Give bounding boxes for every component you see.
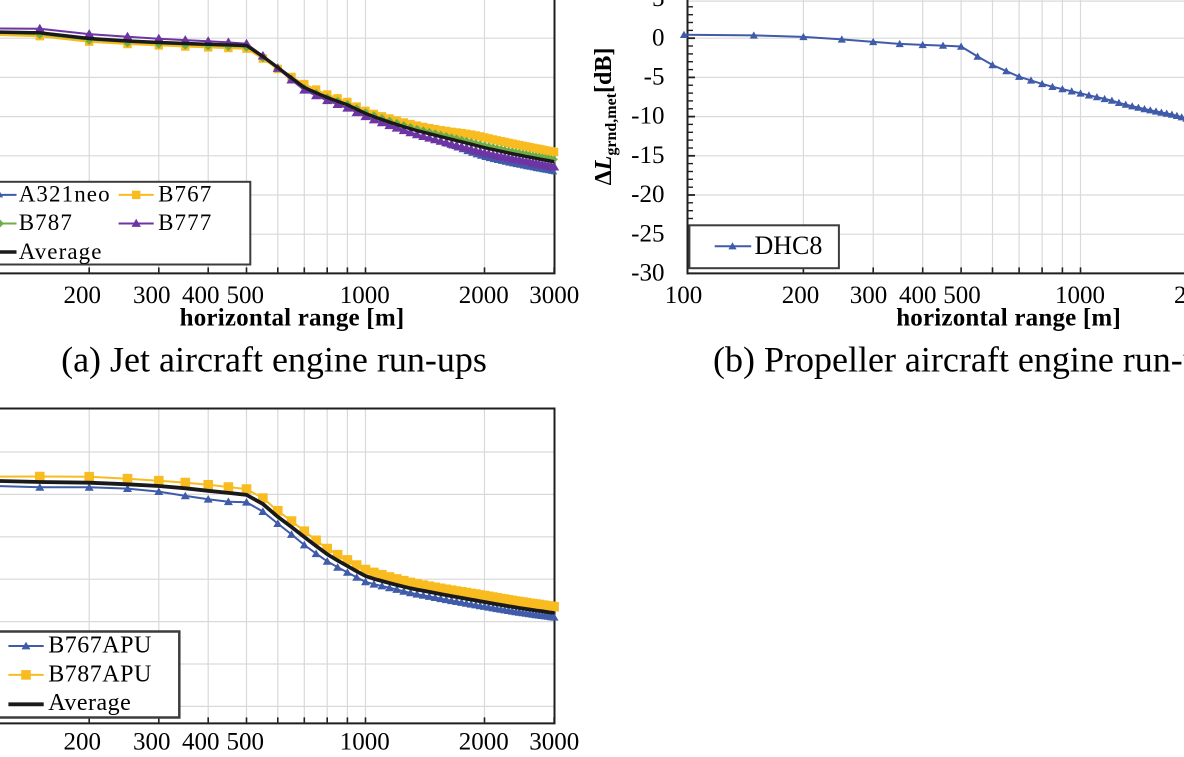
svg-text:A321neo: A321neo (19, 182, 111, 207)
svg-text:-15: -15 (631, 142, 664, 169)
svg-text:500: 500 (226, 729, 264, 756)
svg-text:-20: -20 (631, 181, 664, 208)
svg-text:B777: B777 (158, 210, 212, 235)
svg-text:ΔLgrnd,met[dB]: ΔLgrnd,met[dB] (591, 48, 620, 186)
svg-text:400: 400 (182, 282, 220, 309)
svg-text:300: 300 (133, 282, 171, 309)
svg-text:1000: 1000 (340, 729, 390, 756)
svg-text:3000: 3000 (529, 729, 579, 756)
svg-text:300: 300 (850, 282, 888, 309)
svg-text:(b) Propeller aircraft engine: (b) Propeller aircraft engine run-ups (713, 339, 1184, 379)
svg-text:100: 100 (665, 282, 703, 309)
svg-text:horizontal range [m]: horizontal range [m] (180, 304, 405, 331)
svg-text:3000: 3000 (529, 282, 579, 309)
svg-text:200: 200 (782, 282, 820, 309)
svg-text:B787: B787 (19, 210, 73, 235)
svg-text:1000: 1000 (1055, 282, 1105, 309)
svg-text:500: 500 (226, 282, 264, 309)
svg-text:B787APU: B787APU (48, 661, 152, 687)
svg-text:-10: -10 (631, 103, 664, 130)
svg-text:(a) Jet aircraft engine run-up: (a) Jet aircraft engine run-ups (61, 339, 487, 379)
svg-text:-25: -25 (631, 220, 664, 247)
svg-text:B767APU: B767APU (48, 633, 152, 659)
svg-text:B767: B767 (158, 182, 212, 207)
svg-text:400: 400 (182, 729, 220, 756)
svg-text:5: 5 (652, 0, 665, 12)
svg-text:2000: 2000 (459, 282, 509, 309)
svg-text:1000: 1000 (340, 282, 390, 309)
svg-text:horizontal range [m]: horizontal range [m] (896, 304, 1121, 331)
svg-text:DHC8: DHC8 (755, 231, 823, 260)
svg-text:-30: -30 (631, 260, 664, 287)
svg-text:200: 200 (63, 729, 101, 756)
svg-text:200: 200 (63, 282, 101, 309)
svg-text:2000: 2000 (1174, 282, 1184, 309)
svg-text:400: 400 (899, 282, 937, 309)
svg-text:500: 500 (943, 282, 981, 309)
svg-text:0: 0 (652, 24, 665, 51)
svg-text:Average: Average (48, 690, 131, 716)
svg-text:Average: Average (19, 239, 103, 264)
svg-text:-5: -5 (644, 64, 665, 91)
svg-text:2000: 2000 (459, 729, 509, 756)
svg-text:300: 300 (133, 729, 171, 756)
